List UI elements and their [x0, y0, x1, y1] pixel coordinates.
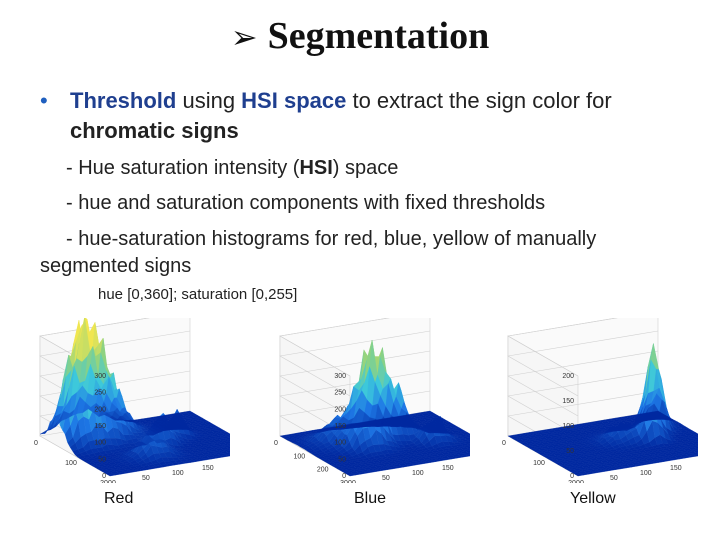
hue-tick-label: 0 — [34, 440, 38, 447]
hue-tick-label: 100 — [293, 453, 305, 460]
surface-chart: 2001501005002001000050100150200250HueSat… — [502, 318, 698, 483]
keyword-hsi: HSI — [299, 157, 333, 179]
saturation-tick-label: 100 — [640, 470, 652, 477]
z-tick-label: 50 — [98, 456, 106, 463]
text-fragment: using — [176, 88, 242, 113]
plot-label-blue: Blue — [354, 490, 387, 507]
z-tick-label: 150 — [562, 398, 574, 405]
text-fragment: - Hue saturation intensity ( — [66, 157, 300, 179]
text-fragment: ) space — [332, 157, 399, 179]
text-fragment: to extract the sign color for — [346, 88, 612, 113]
saturation-tick-label: 50 — [382, 475, 390, 482]
surface-chart: 3002502001501005003002001000050100150200… — [274, 318, 470, 483]
keyword-chromatic-signs: chromatic signs — [70, 118, 239, 143]
z-tick-label: 50 — [338, 456, 346, 463]
plot-label-red: Red — [104, 490, 134, 507]
surface-mesh — [507, 343, 698, 477]
saturation-tick-label: 0 — [352, 480, 356, 483]
hue-tick-label: 0 — [502, 440, 506, 447]
saturation-tick-label: 150 — [670, 465, 682, 472]
z-tick-label: 250 — [334, 390, 346, 397]
z-tick-label: 200 — [562, 373, 574, 380]
histogram-plot-yellow: 2001501005002001000050100150200250HueSat… — [478, 318, 698, 483]
hue-tick-label: 300 — [340, 480, 352, 483]
surface-chart: 3002502001501005002001000050100150200250… — [34, 318, 230, 483]
z-tick-label: 150 — [334, 423, 346, 430]
hue-tick-label: 200 — [100, 480, 112, 483]
z-tick-label: 300 — [334, 373, 346, 380]
surface-mesh — [39, 318, 230, 477]
z-tick-label: 0 — [342, 473, 346, 480]
z-tick-label: 300 — [94, 373, 106, 380]
keyword-threshold: Threshold — [70, 88, 177, 113]
hue-tick-label: 100 — [65, 460, 77, 467]
bullet-dot-icon: • — [40, 88, 48, 113]
sub-item-histograms-line1: - hue-saturation histograms for red, blu… — [66, 228, 597, 250]
z-tick-label: 100 — [334, 440, 346, 447]
slide-title-text: Segmentation — [267, 15, 490, 57]
z-tick-label: 100 — [562, 423, 574, 430]
hue-tick-label: 200 — [317, 467, 329, 474]
hue-tick-label: 0 — [274, 440, 278, 447]
surface-mesh — [279, 340, 470, 477]
sub-item-histograms: - hue-saturation histograms for red, blu… — [40, 226, 700, 280]
range-note: hue [0,360]; saturation [0,255] — [98, 286, 298, 303]
saturation-tick-label: 50 — [142, 475, 150, 482]
main-bullet-text: Threshold using HSI space to extract the… — [70, 86, 700, 146]
saturation-tick-label: 100 — [412, 470, 424, 477]
saturation-tick-label: 100 — [172, 470, 184, 477]
hue-tick-label: 200 — [568, 480, 580, 483]
z-tick-label: 150 — [94, 423, 106, 430]
saturation-tick-label: 50 — [610, 475, 618, 482]
z-tick-label: 200 — [94, 406, 106, 413]
slide-title: ➢ Segmentation — [0, 14, 720, 58]
histogram-plot-red: 3002502001501005002001000050100150200250… — [10, 318, 230, 483]
hue-tick-label: 100 — [533, 460, 545, 467]
saturation-tick-label: 0 — [580, 480, 584, 483]
arrow-bullet-icon: ➢ — [230, 18, 258, 56]
z-tick-label: 250 — [94, 390, 106, 397]
z-tick-label: 50 — [566, 448, 574, 455]
main-bullet: • Threshold using HSI space to extract t… — [40, 86, 700, 146]
sub-item-hsi: - Hue saturation intensity (HSI) space — [40, 155, 700, 182]
z-tick-label: 0 — [570, 473, 574, 480]
sub-item-thresholds-text: - hue and saturation components with fix… — [66, 192, 546, 214]
plot-label-yellow: Yellow — [570, 490, 616, 507]
histogram-plot-blue: 3002502001501005003002001000050100150200… — [250, 318, 470, 483]
sub-item-thresholds: - hue and saturation components with fix… — [40, 190, 700, 217]
sub-item-histograms-line2: segmented signs — [40, 255, 192, 277]
saturation-tick-label: 150 — [442, 465, 454, 472]
saturation-tick-label: 0 — [112, 480, 116, 483]
keyword-hsi-space: HSI space — [241, 88, 347, 113]
z-tick-label: 200 — [334, 406, 346, 413]
z-tick-label: 100 — [94, 440, 106, 447]
z-tick-label: 0 — [102, 473, 106, 480]
saturation-tick-label: 150 — [202, 465, 214, 472]
